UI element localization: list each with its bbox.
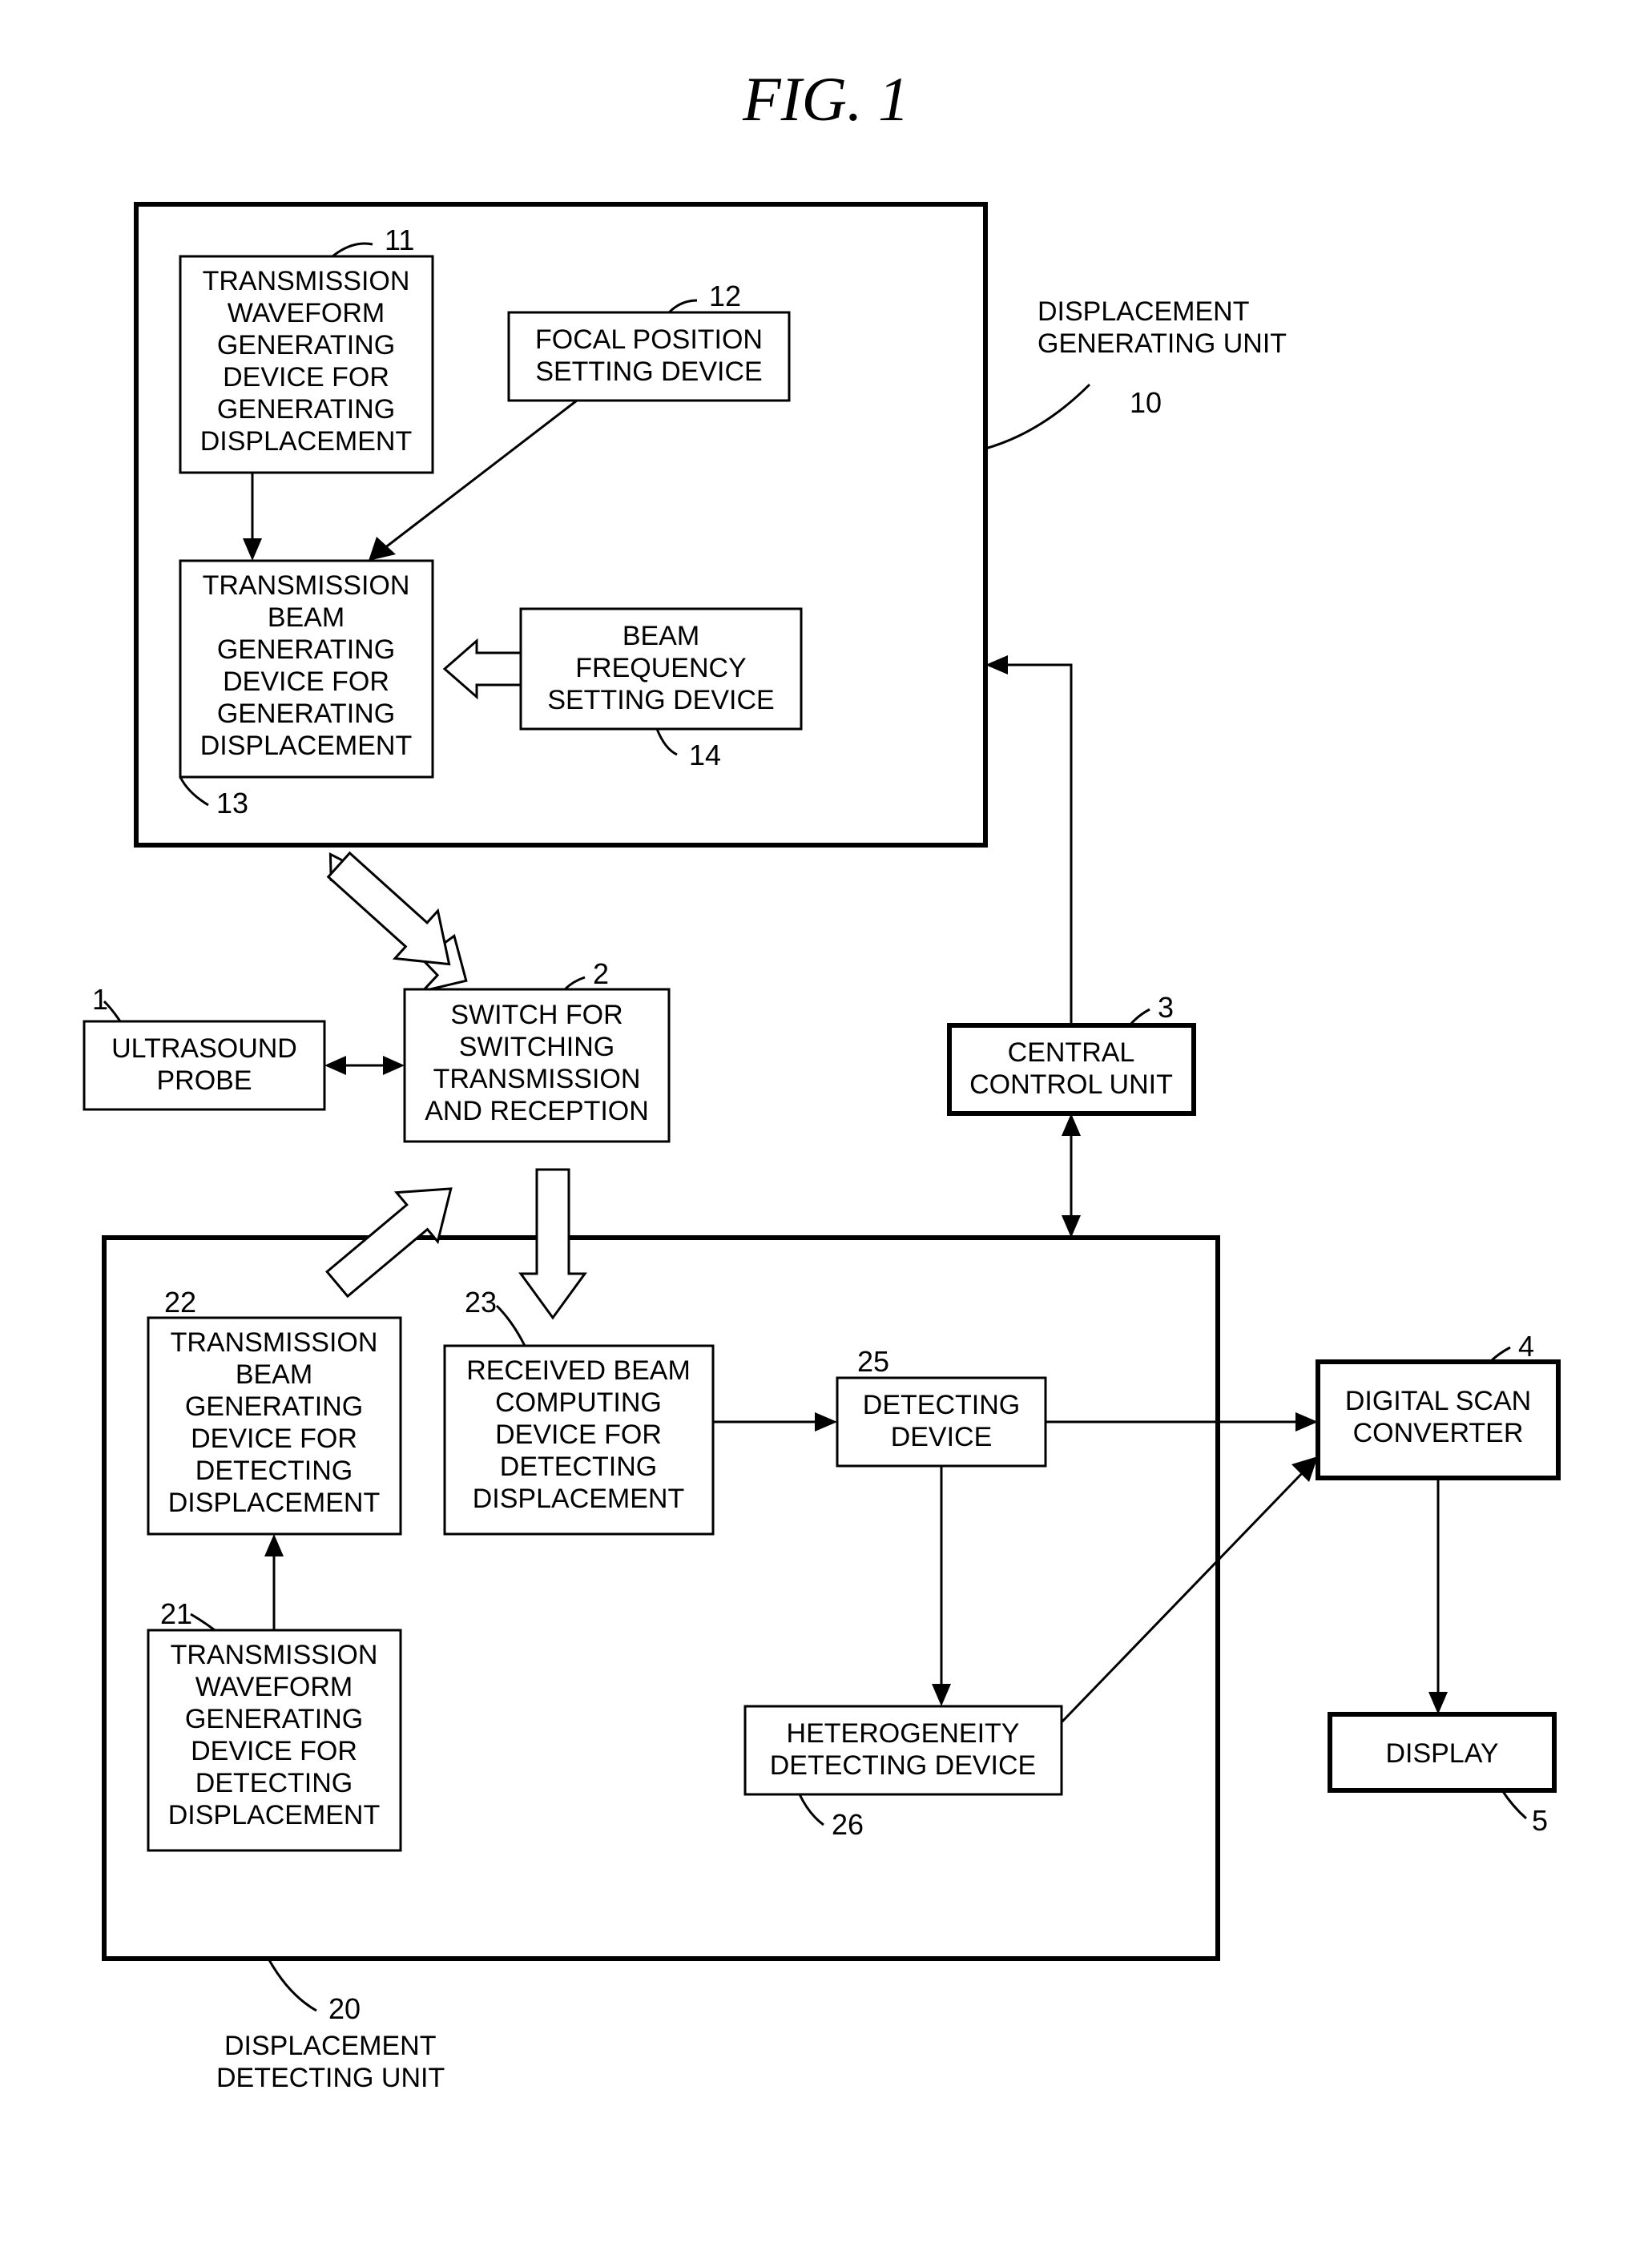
num-1: 1	[92, 983, 108, 1016]
num-26: 26	[832, 1808, 864, 1841]
box-1-l1: ULTRASOUND	[111, 1033, 297, 1064]
box-23-l2: COMPUTING	[495, 1387, 662, 1418]
double-arrow-3-20	[1062, 1113, 1081, 1238]
box-3-l1: CENTRAL	[1008, 1037, 1135, 1068]
box-21-l3: GENERATING	[185, 1704, 363, 1734]
box-12-l2: SETTING DEVICE	[535, 356, 762, 387]
num-22: 22	[164, 1286, 196, 1319]
box-23-l4: DETECTING	[500, 1452, 657, 1482]
num-5: 5	[1532, 1804, 1548, 1837]
box-2-l3: TRANSMISSION	[433, 1064, 641, 1094]
box-23-l3: DEVICE FOR	[495, 1419, 662, 1450]
box-11-l3: GENERATING	[217, 330, 395, 360]
box-4-l1: DIGITAL SCAN	[1345, 1386, 1531, 1416]
arrow-4-5	[1428, 1478, 1448, 1714]
box-21-l5: DETECTING	[195, 1768, 353, 1798]
box-21-l2: WAVEFORM	[195, 1672, 353, 1702]
num-25: 25	[857, 1345, 889, 1378]
box-2-l2: SWITCHING	[459, 1032, 615, 1062]
unit-20-caption-l2: DETECTING UNIT	[216, 2063, 445, 2093]
box-11-l4: DEVICE FOR	[223, 362, 389, 393]
unit-20-caption-l1: DISPLACEMENT	[224, 2031, 437, 2061]
box-22-l2: BEAM	[236, 1359, 312, 1390]
box-26-l2: DETECTING DEVICE	[770, 1750, 1036, 1781]
box-11-l5: GENERATING	[217, 394, 395, 425]
box-11-l6: DISPLACEMENT	[200, 426, 413, 457]
num-21: 21	[160, 1597, 192, 1630]
box-25-l2: DEVICE	[891, 1422, 993, 1452]
box-21-l1: TRANSMISSION	[171, 1640, 378, 1670]
unit-10-caption-line1: DISPLACEMENT	[1038, 296, 1250, 327]
unit-10-caption-line2: GENERATING UNIT	[1038, 328, 1287, 359]
box-13-l2: BEAM	[268, 602, 345, 633]
box-13-l3: GENERATING	[217, 634, 395, 665]
box-13-l5: GENERATING	[217, 699, 395, 729]
box-21-l4: DEVICE FOR	[191, 1736, 357, 1766]
box-5-l1: DISPLAY	[1385, 1738, 1498, 1769]
box-22-l4: DEVICE FOR	[191, 1423, 357, 1454]
num-13: 13	[216, 787, 248, 819]
box-11-l1: TRANSMISSION	[203, 266, 410, 296]
box-21-l6: DISPLACEMENT	[168, 1800, 381, 1830]
double-arrow-1-2	[324, 1056, 405, 1075]
figure-title: FIG. 1	[742, 64, 909, 134]
num-14: 14	[689, 739, 721, 771]
box-23-l5: DISPLACEMENT	[473, 1484, 685, 1514]
leader-5	[1502, 1790, 1526, 1818]
box-13-l1: TRANSMISSION	[203, 570, 410, 601]
box-23-l1: RECEIVED BEAM	[466, 1355, 691, 1386]
unit-10-number: 10	[1130, 386, 1162, 419]
box-22-l5: DETECTING	[195, 1456, 353, 1486]
box-22-l3: GENERATING	[185, 1391, 363, 1422]
box-2-l4: AND RECEPTION	[425, 1096, 649, 1126]
box-14-l1: BEAM	[623, 621, 699, 651]
box-22-l1: TRANSMISSION	[171, 1327, 378, 1358]
box-25-l1: DETECTING	[863, 1390, 1020, 1420]
box-26-l1: HETEROGENEITY	[787, 1718, 1020, 1749]
box-12-l1: FOCAL POSITION	[535, 324, 763, 355]
box-13-l4: DEVICE FOR	[223, 666, 389, 697]
num-12: 12	[709, 280, 741, 312]
unit-10-group: DISPLACEMENT GENERATING UNIT 10 11 TRANS…	[136, 204, 1287, 845]
unit-20-number: 20	[328, 1992, 361, 2025]
box-2-l1: SWITCH FOR	[450, 1000, 623, 1030]
box-3-l2: CONTROL UNIT	[969, 1069, 1173, 1100]
leader-10	[985, 385, 1090, 449]
box-1-l2: PROBE	[156, 1065, 252, 1096]
box-11-l2: WAVEFORM	[228, 298, 385, 328]
num-3: 3	[1158, 991, 1174, 1024]
box-22-l6: DISPLACEMENT	[168, 1488, 381, 1518]
arrow-3-to-10	[985, 655, 1071, 1025]
box-4-l2: CONVERTER	[1353, 1418, 1524, 1448]
num-11: 11	[385, 223, 414, 256]
leader-2	[565, 977, 585, 989]
box-13-l6: DISPLACEMENT	[200, 731, 413, 761]
box-14-l2: FREQUENCY	[575, 653, 746, 683]
num-23: 23	[465, 1286, 497, 1319]
num-4: 4	[1518, 1330, 1534, 1363]
num-2: 2	[593, 957, 609, 990]
box-14-l3: SETTING DEVICE	[547, 685, 774, 715]
figure-root: FIG. 1 DISPLACEMENT GENERATING UNIT 10 1…	[0, 0, 1652, 2255]
leader-20	[268, 1959, 316, 2011]
